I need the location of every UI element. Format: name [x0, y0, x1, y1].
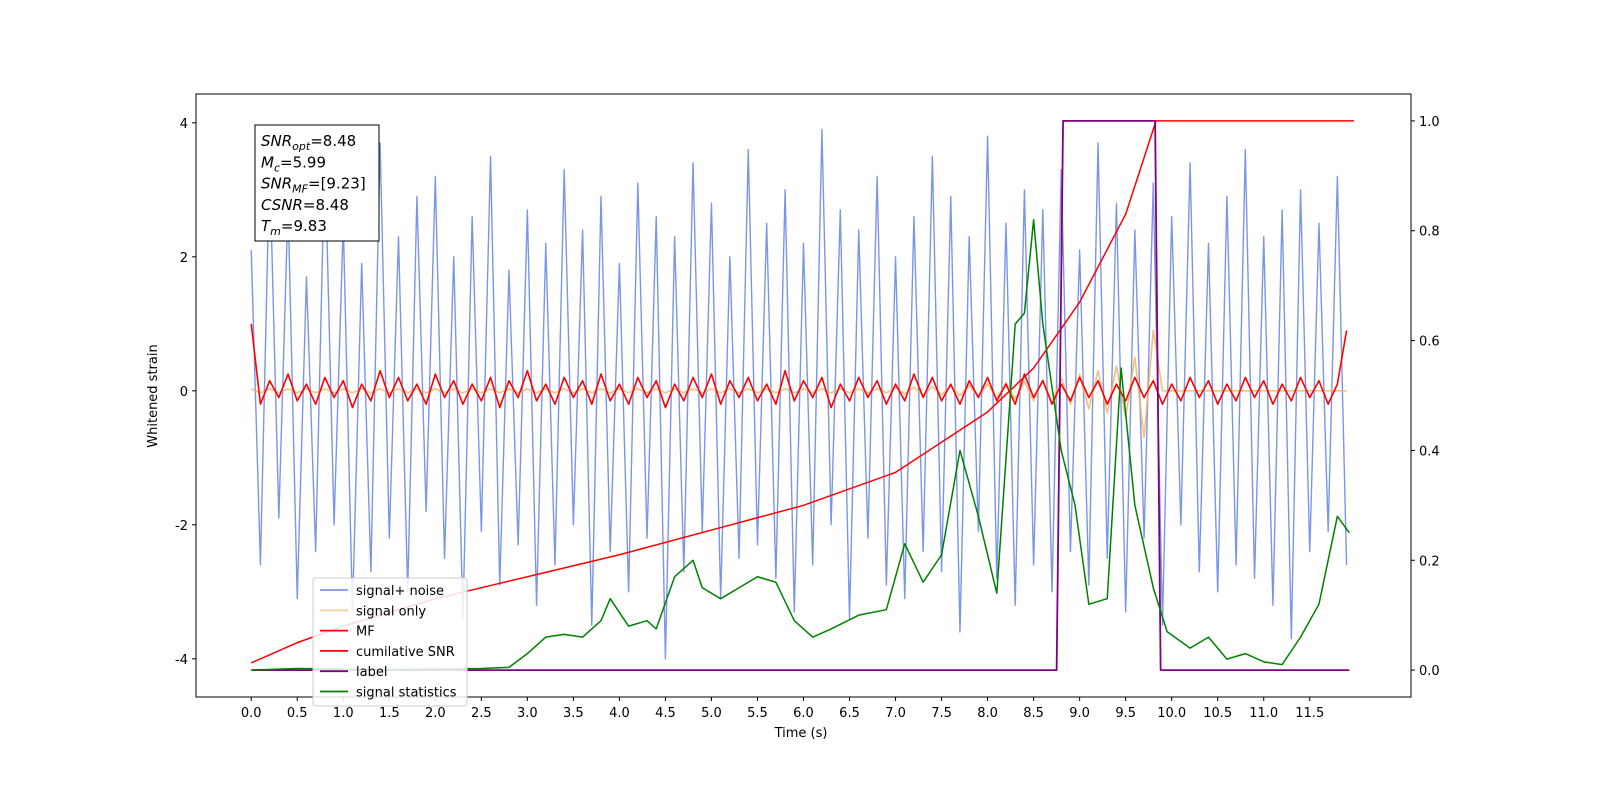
annotation: CSNR=8.48	[261, 196, 349, 214]
x-tick-label: 8.0	[977, 706, 998, 721]
annotation-value: =8.48	[303, 196, 349, 214]
x-tick-label: 0.5	[287, 706, 308, 721]
annotation: Tm=9.83	[261, 217, 327, 238]
legend-label: signal statistics	[356, 686, 457, 701]
legend-label: label	[356, 665, 387, 680]
x-tick-label: 4.5	[655, 706, 676, 721]
x-tick-label: 7.0	[885, 706, 906, 721]
series-line	[250, 323, 1348, 409]
annotation-symbol: T	[261, 217, 272, 235]
annotation-sub: m	[270, 225, 281, 238]
x-axis-label: Time (s)	[774, 726, 828, 741]
annotation-sub: MF	[292, 183, 308, 196]
x-tick-label: 11.0	[1249, 706, 1278, 721]
y-tick-label: 4	[180, 117, 188, 132]
y-axis-label: Whitened strain	[146, 344, 161, 447]
annotation-sub: opt	[292, 140, 311, 153]
x-tick-label: 5.0	[701, 706, 722, 721]
y2-tick-label: 0.8	[1419, 225, 1440, 240]
x-tick-label: 10.0	[1157, 706, 1186, 721]
x-tick-label: 6.5	[839, 706, 860, 721]
legend-label: cumilative SNR	[356, 645, 455, 660]
y2-tick-label: 0.0	[1419, 664, 1440, 679]
x-tick-label: 9.5	[1115, 706, 1136, 721]
y2-tick-label: 1.0	[1419, 115, 1440, 130]
x-tick-label: 0.0	[241, 706, 262, 721]
y-tick-label: 0	[180, 385, 188, 400]
annotation-value: =[9.23]	[308, 175, 366, 193]
y-tick-label: -2	[175, 519, 188, 534]
annotation: SNRMF=[9.23]	[261, 175, 366, 196]
annotation-symbol: CSNR	[261, 196, 303, 214]
legend-box	[312, 577, 468, 707]
annotation: SNRopt=8.48	[261, 132, 356, 153]
x-tick-label: 4.0	[609, 706, 630, 721]
x-tick-label: 11.5	[1295, 706, 1324, 721]
legend-label: signal+ noise	[356, 584, 444, 599]
x-tick-label: 10.5	[1203, 706, 1232, 721]
y2-tick-label: 0.6	[1419, 335, 1440, 350]
x-tick-label: 2.0	[425, 706, 446, 721]
annotation: Mc=5.99	[261, 153, 326, 174]
x-tick-label: 2.5	[471, 706, 492, 721]
y2-tick-label: 0.2	[1419, 554, 1440, 569]
x-tick-label: 3.5	[563, 706, 584, 721]
annotation-symbol: SNR	[261, 132, 292, 150]
x-tick-label: 1.5	[379, 706, 400, 721]
x-tick-label: 6.0	[793, 706, 814, 721]
annotation-value: =5.99	[280, 153, 326, 171]
series-line	[250, 128, 1348, 660]
x-tick-label: 5.5	[747, 706, 768, 721]
annotation-symbol: SNR	[261, 175, 292, 193]
x-tick-label: 8.5	[1023, 706, 1044, 721]
x-tick-label: 9.0	[1069, 706, 1090, 721]
x-tick-label: 3.0	[517, 706, 538, 721]
legend-label: MF	[356, 625, 375, 640]
annotation-box	[254, 124, 380, 242]
series-line	[251, 120, 1350, 671]
annotation-value: =9.83	[281, 217, 327, 235]
annotation-symbol: M	[261, 153, 274, 171]
x-tick-label: 7.5	[931, 706, 952, 721]
x-tick-label: 1.0	[333, 706, 354, 721]
series-line	[251, 219, 1350, 671]
legend-label: signal only	[356, 604, 426, 619]
y2-tick-label: 0.4	[1419, 444, 1440, 459]
y-tick-label: 2	[180, 251, 188, 266]
y-tick-label: -4	[175, 653, 188, 668]
annotation-value: =8.48	[310, 132, 356, 150]
annotation-sub: c	[274, 161, 280, 174]
